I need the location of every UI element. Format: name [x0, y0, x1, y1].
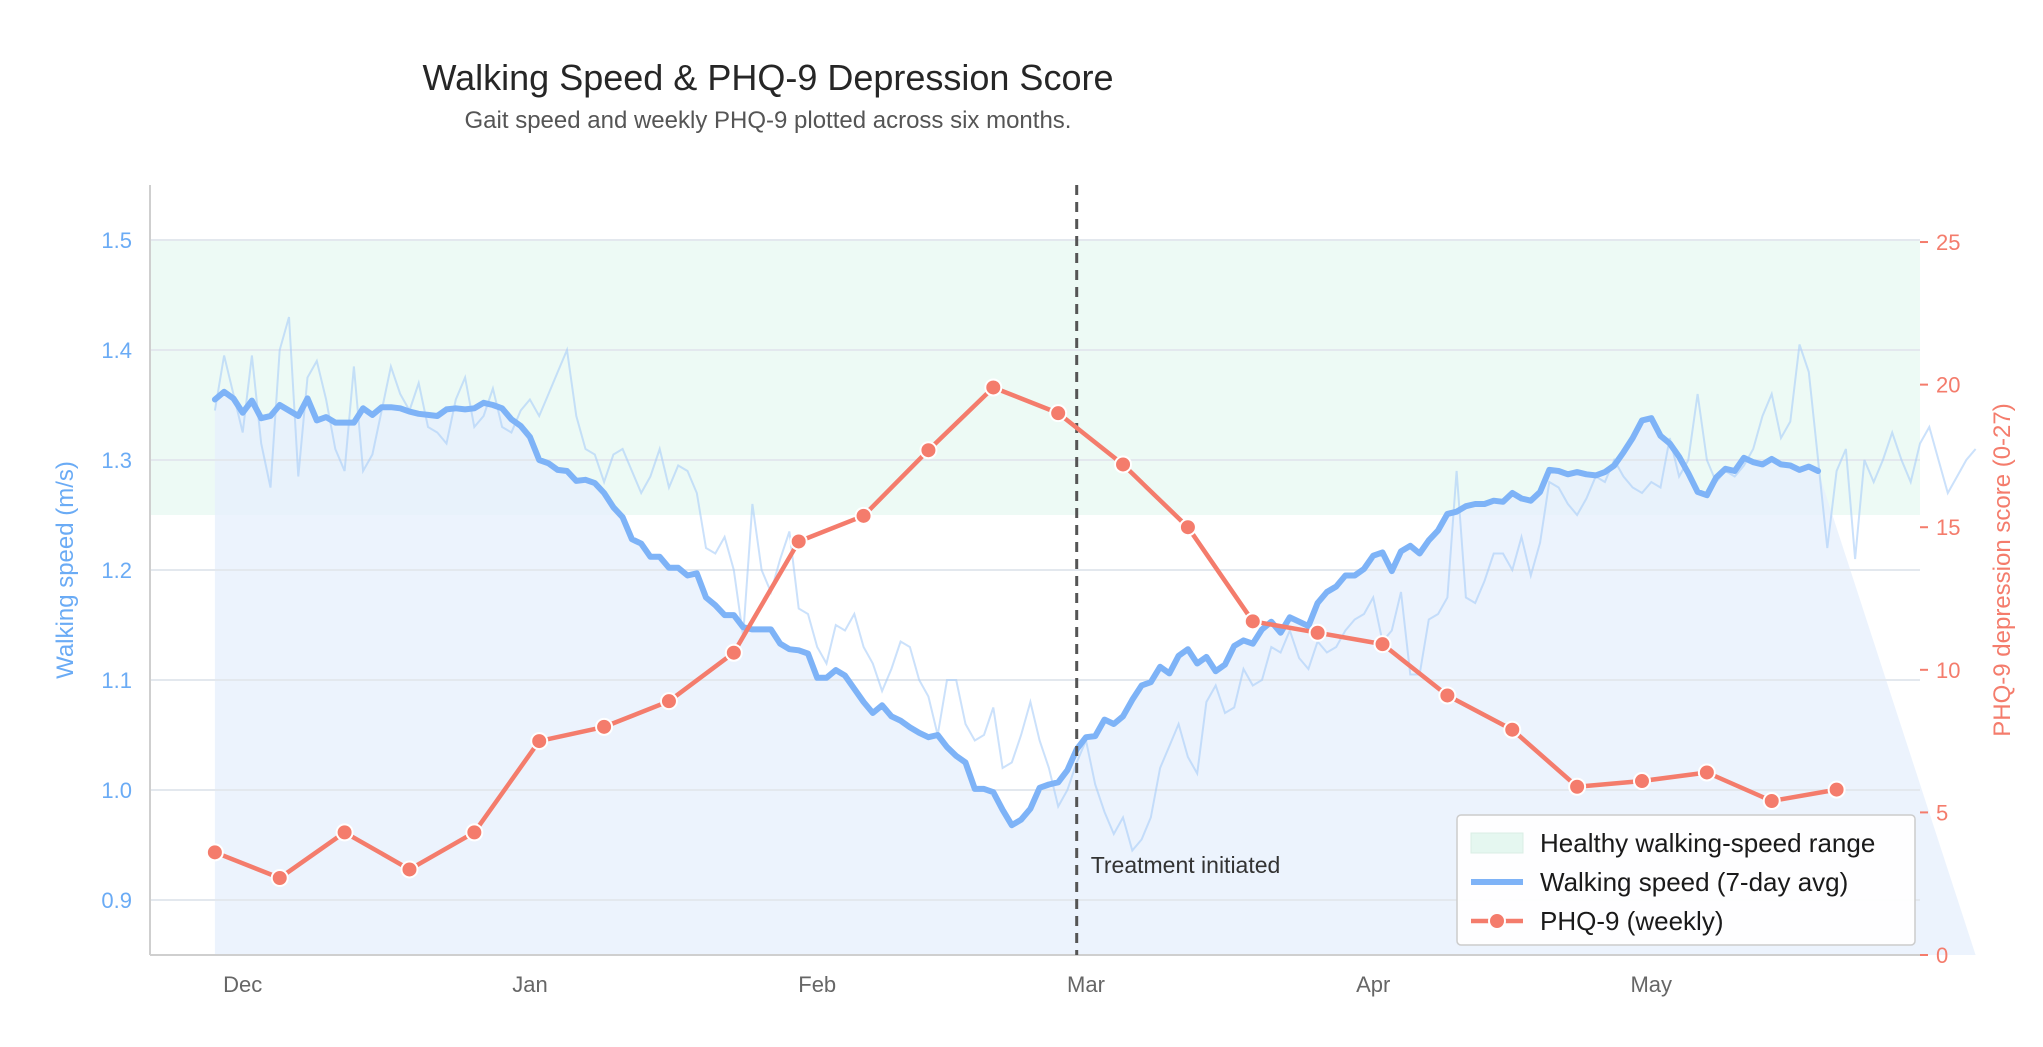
legend: Healthy walking-speed range Walking speed…: [1456, 814, 1916, 946]
y-left-tick-label: 1.2: [101, 558, 132, 583]
phq9-point: [1049, 404, 1068, 423]
walking-speed-avg-line: [211, 388, 1822, 829]
x-tick-label: Jan: [512, 972, 547, 997]
legend-swatch-phq9-marker: [1488, 912, 1506, 930]
phq9-line: [214, 385, 1837, 881]
phq9-point: [854, 506, 873, 525]
phq9-point: [1827, 780, 1846, 799]
treatment-annotation: Treatment initiated: [1091, 852, 1281, 878]
x-tick-label: Feb: [798, 972, 836, 997]
phq9-point: [465, 823, 484, 842]
x-tick-label: Mar: [1067, 972, 1105, 997]
y-left-tick-label: 0.9: [101, 888, 132, 913]
y-left-axis-label: Walking speed (m/s): [52, 461, 79, 679]
phq9-point: [1762, 792, 1781, 810]
y-right-tick-label: 10: [1936, 658, 1960, 683]
y-right-tick-label: 25: [1936, 230, 1960, 255]
plot-area: 0.9 1.0 1.1 1.2 1.3 1.4 1.5 0 5 10 15 20 25 Dec Jan Feb…: [52, 185, 2016, 997]
y-right-tick-label: 15: [1936, 515, 1960, 540]
phq9-point: [530, 732, 549, 751]
phq9-point: [1373, 635, 1392, 654]
y-right-tick-label: 5: [1936, 800, 1948, 825]
y-left-tick-label: 1.1: [101, 668, 132, 693]
y-right-tick-label: 0: [1936, 943, 1948, 968]
phq9-point: [595, 717, 614, 736]
phq9-point: [1697, 763, 1716, 782]
x-tick-label: Apr: [1356, 972, 1390, 997]
y-left-tick-label: 1.0: [101, 778, 132, 803]
chart-title: Walking Speed & PHQ-9 Depression Score: [423, 57, 1114, 98]
phq9-point: [400, 860, 419, 879]
y-right-axis-label: PHQ-9 depression score (0-27): [1989, 403, 2016, 736]
x-tick-label: Dec: [223, 972, 262, 997]
phq9-point: [724, 643, 743, 662]
phq9-point: [270, 869, 289, 887]
phq9-point: [984, 378, 1003, 397]
phq9-point: [1568, 777, 1587, 796]
phq9-point: [789, 532, 808, 551]
phq9-point: [205, 843, 224, 862]
phq9-point: [1114, 455, 1133, 474]
legend-label: Healthy walking-speed range: [1540, 828, 1875, 858]
y-left-tick-label: 1.5: [101, 228, 132, 253]
legend-label: Walking speed (7-day avg): [1540, 867, 1848, 897]
chart-subtitle: Gait speed and weekly PHQ-9 plotted acro…: [465, 107, 1072, 134]
phq9-point: [659, 692, 678, 711]
phq9-point: [1632, 772, 1651, 791]
y-left-tick-label: 1.3: [101, 448, 132, 473]
legend-swatch-healthy: [1470, 832, 1524, 854]
walking-speed-area: [214, 391, 1976, 955]
phq9-point: [919, 441, 938, 460]
phq9-point: [1503, 720, 1522, 739]
y-right-tick-label: 20: [1936, 373, 1960, 398]
y-left-tick-label: 1.4: [101, 338, 132, 363]
phq9-point: [1438, 686, 1457, 705]
phq9-point: [1243, 612, 1262, 631]
phq9-point: [1308, 623, 1327, 642]
phq9-point: [1178, 518, 1197, 537]
walking-speed-daily-line: [213, 316, 1977, 853]
legend-label: PHQ-9 (weekly): [1540, 906, 1723, 936]
legend-box: [1456, 814, 1916, 946]
x-tick-label: May: [1630, 972, 1672, 997]
phq9-point: [335, 823, 354, 842]
